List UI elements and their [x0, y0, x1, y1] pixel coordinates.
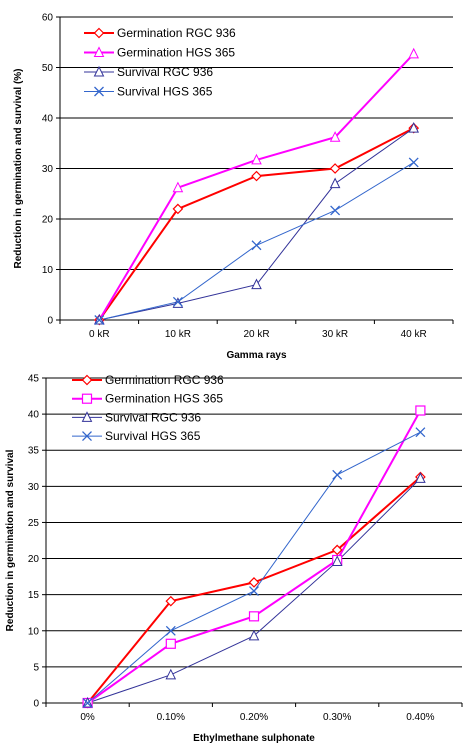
ems-data-point	[165, 638, 176, 649]
ems-series-3	[87, 431, 421, 704]
gamma-series-0-points	[93, 122, 420, 326]
ems-x-axis-title: Ethylmethane sulphonate	[193, 733, 315, 744]
gamma-y-tick-label: 30	[42, 164, 54, 175]
gamma-y-tick-label: 60	[42, 13, 54, 24]
gamma-data-point	[172, 181, 184, 193]
ems-x-tick-label: 0.40%	[406, 712, 434, 723]
ems-series-0	[86, 476, 422, 704]
gamma-legend-label: Germination RGC 936	[117, 26, 236, 40]
ems-series-3-points	[82, 427, 426, 708]
gamma-x-tick-label: 30 kR	[322, 329, 348, 340]
ems-chart-svg: 0 5 10 15 20 25 30 35 40 45 0% 0.10% 0.20% 0.30% 0.40%…	[5, 373, 463, 744]
ems-data-point	[249, 586, 259, 597]
ems-data-point	[415, 427, 426, 438]
ems-legend-marker	[81, 374, 93, 386]
gamma-legend-marker	[93, 65, 105, 77]
gamma-x-axis-title: Gamma rays	[226, 350, 286, 361]
ems-data-point	[415, 405, 426, 416]
ems-y-tick-label: 5	[33, 662, 39, 673]
ems-legend-label: Germination HGS 365	[105, 392, 223, 406]
gamma-x-tick-label: 40 kR	[401, 329, 427, 340]
ems-series-line	[86, 476, 422, 704]
ems-y-tick-label: 30	[28, 482, 40, 493]
ems-chart: 0 5 10 15 20 25 30 35 40 45 0% 0.10% 0.20% 0.30% 0.40%…	[0, 373, 473, 746]
gamma-y-axis-title: Reduction in germination and survival (%…	[13, 68, 24, 268]
gamma-data-point	[329, 163, 341, 174]
gamma-legend: Germination RGC 936 Germination HGS 365 Su…	[84, 26, 236, 99]
ems-data-point	[165, 625, 176, 636]
gamma-data-point	[408, 47, 420, 59]
ems-x-tick-label: 0.10%	[157, 712, 185, 723]
gamma-data-point	[172, 296, 183, 307]
ems-data-point	[332, 469, 343, 480]
ems-data-point	[415, 472, 426, 483]
gamma-y-tick-label: 50	[42, 63, 54, 74]
ems-y-tick-label: 20	[28, 554, 40, 565]
ems-y-tick-label: 35	[28, 446, 40, 457]
ems-y-tick-label: 45	[28, 374, 40, 385]
gamma-legend-marker	[93, 27, 105, 39]
ems-y-tick-label: 0	[33, 699, 39, 710]
ems-y-tick-label: 25	[28, 518, 40, 529]
gamma-data-point	[330, 205, 341, 216]
gamma-y-tick-label: 0	[47, 316, 53, 327]
ems-legend-label: Survival RGC 936	[105, 410, 201, 424]
gamma-x-tick-label: 10 kR	[165, 329, 191, 340]
gamma-x-tick-label: 0 kR	[89, 329, 110, 340]
ems-data-point	[82, 698, 93, 708]
gamma-rays-chart: 0 10 20 30 40 50 60 0 kR 10 kR 20 kR 30 kR 40 kR Gam…	[13, 13, 454, 361]
gamma-data-point	[172, 297, 184, 308]
ems-y-tick-label: 10	[28, 626, 40, 637]
gamma-legend-label: Germination HGS 365	[117, 46, 235, 60]
gamma-data-point	[251, 240, 262, 251]
gamma-x-tick-label: 20 kR	[243, 329, 269, 340]
ems-series-line	[87, 431, 421, 704]
ems-x-tick-label: 0.30%	[323, 712, 351, 723]
ems-legend-marker	[82, 431, 92, 442]
ems-legend-label: Germination RGC 936	[105, 373, 224, 387]
ems-data-point	[248, 577, 260, 588]
ems-legend: Germination RGC 936 Germination HGS 365 Su…	[72, 373, 224, 443]
ems-legend-label: Survival HGS 365	[105, 429, 201, 443]
gamma-legend-marker	[93, 46, 105, 57]
gamma-y-tick-label: 40	[42, 114, 54, 125]
gamma-data-point	[408, 121, 420, 133]
ems-data-point	[248, 611, 260, 622]
gamma-data-point	[329, 131, 341, 142]
gamma-legend-marker	[94, 86, 104, 97]
ems-legend-marker	[81, 411, 93, 422]
ems-legend-marker	[81, 393, 93, 404]
ems-data-point	[165, 668, 177, 680]
ems-x-tick-label: 0%	[80, 712, 95, 723]
ems-y-tick-label: 40	[28, 410, 40, 421]
ems-x-tick-label: 0.20%	[240, 712, 268, 723]
gamma-y-tick-label: 20	[42, 215, 54, 226]
gamma-data-point	[329, 177, 341, 189]
ems-data-point	[331, 544, 343, 556]
ems-data-point	[248, 629, 260, 641]
ems-y-tick-label: 15	[28, 590, 40, 601]
gamma-legend-label: Survival RGC 936	[117, 65, 213, 79]
gamma-data-point	[94, 315, 105, 325]
gamma-data-point	[172, 203, 184, 215]
gamma-series-3-points	[94, 157, 419, 325]
gamma-rays-chart-svg: 0 10 20 30 40 50 60 0 kR 10 kR 20 kR 30 kR 40 kR Gam…	[13, 13, 454, 361]
ems-y-axis-title: Reduction in germination and survival	[5, 449, 16, 631]
ems-series-0-points	[82, 471, 426, 709]
gamma-series-2-points	[93, 121, 420, 325]
ems-data-point	[165, 595, 177, 607]
gamma-data-point	[251, 153, 262, 165]
gamma-data-point	[408, 157, 419, 168]
gamma-legend-label: Survival HGS 365	[117, 85, 213, 99]
gamma-data-point	[251, 170, 262, 182]
gamma-data-point	[251, 278, 262, 290]
gamma-y-tick-label: 10	[42, 265, 54, 276]
ems-data-point	[331, 555, 343, 566]
